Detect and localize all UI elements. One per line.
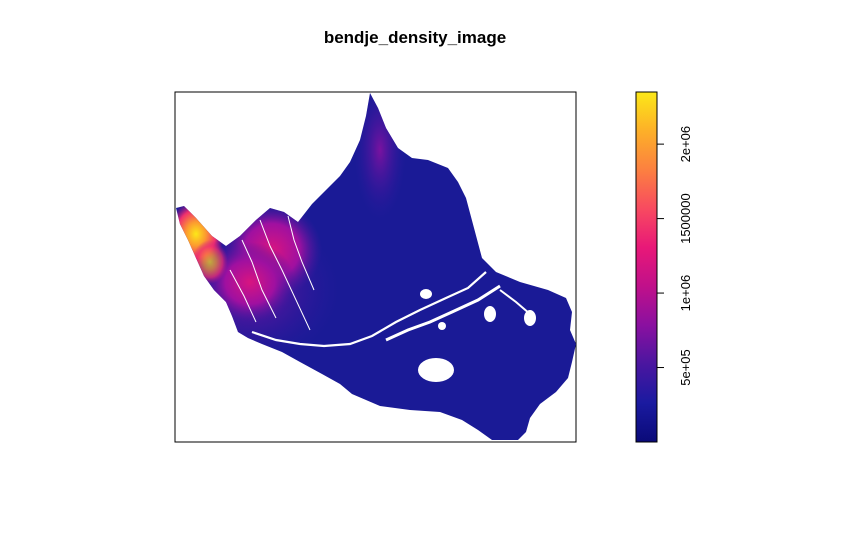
colorbar-tick-label-2: 1500000 [678, 193, 693, 244]
plot-frame [174, 91, 577, 443]
delta-channel-3 [287, 215, 315, 291]
lakes [418, 289, 536, 382]
east-branch [499, 289, 531, 315]
delta-channel-2 [241, 239, 277, 319]
colorbar [635, 91, 658, 443]
river-network [229, 215, 531, 348]
density-surface [176, 93, 576, 440]
lake-5 [524, 310, 536, 326]
main-river [251, 271, 487, 348]
lake-3 [420, 289, 432, 299]
plot-title: bendje_density_image [323, 28, 507, 47]
river-branch [385, 284, 501, 342]
colorbar-tick-label-1: 1e+06 [678, 275, 693, 312]
delta-channel-4 [229, 269, 257, 323]
lake-2 [418, 358, 454, 382]
colorbar-tick-label-0: 5e+05 [678, 349, 693, 386]
colorbar-tick-label-3: 2e+06 [678, 126, 693, 163]
delta-channel-1 [259, 219, 311, 331]
north-arm-zone [354, 93, 406, 220]
density-hotspot-secondary [192, 240, 228, 284]
lake-1 [484, 306, 496, 322]
colorbar-axis: 5e+05 1e+06 1500000 2e+06 [657, 126, 693, 386]
lake-4 [438, 322, 446, 330]
